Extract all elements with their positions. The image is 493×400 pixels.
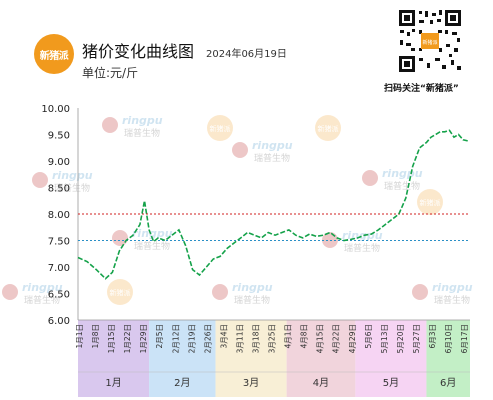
x-tick-label: 1月1日 — [75, 324, 84, 349]
month-band — [215, 320, 287, 397]
x-tick-label: 3月18日 — [252, 324, 261, 353]
month-band — [149, 320, 216, 397]
month-band — [286, 320, 356, 397]
month-labels: 1月 2月 3月 4月 5月 6月 — [105, 377, 456, 389]
y-tick-label: 9.50 — [48, 131, 70, 142]
x-tick-label: 3月11日 — [235, 324, 244, 353]
chart-title: 猪价变化曲线图 — [82, 42, 195, 61]
month-band — [426, 320, 470, 397]
svg-text:ringpu: ringpu — [122, 114, 163, 127]
logo-text: 新猪派 — [39, 50, 69, 62]
x-tick-label: 2月12日 — [171, 324, 180, 353]
x-tick-labels: 1月1日 1月8日 1月15日 1月22日 1月29日 2月5日 2月12日 2月19日 2月2… — [75, 324, 469, 353]
y-tick-label: 10.00 — [41, 104, 70, 115]
badge-watermark: 新猪派 — [107, 279, 133, 305]
svg-text:ringpu: ringpu — [232, 281, 273, 294]
svg-text:ringpu: ringpu — [382, 167, 423, 180]
svg-text:瑞普生物: 瑞普生物 — [254, 152, 290, 164]
month-band — [355, 320, 427, 397]
chart-date: 2024年06月19日 — [206, 49, 287, 60]
svg-text:ringpu: ringpu — [52, 169, 93, 182]
month-label: 3月 — [243, 377, 259, 389]
svg-text:瑞普生物: 瑞普生物 — [434, 294, 470, 306]
x-tick-label: 4月22日 — [332, 324, 341, 353]
qr-center-label: 新猪派 — [422, 39, 437, 46]
y-tick-label: 6.50 — [48, 290, 70, 301]
month-label: 2月 — [174, 377, 190, 389]
svg-text:新猪派: 新猪派 — [420, 198, 441, 207]
month-band — [78, 320, 150, 397]
x-tick-label: 5月13日 — [380, 324, 389, 353]
svg-text:瑞普生物: 瑞普生物 — [134, 240, 170, 252]
unit-label: 单位:元/斤 — [82, 66, 139, 80]
svg-text:新猪派: 新猪派 — [210, 124, 231, 133]
price-series-line — [77, 129, 468, 280]
svg-text:瑞普生物: 瑞普生物 — [24, 294, 60, 306]
x-tick-label: 1月8日 — [91, 324, 100, 349]
svg-text:ringpu: ringpu — [132, 227, 173, 240]
x-tick-label: 3月25日 — [268, 324, 277, 353]
svg-text:瑞普生物: 瑞普生物 — [344, 242, 380, 254]
x-tick-label: 6月17日 — [460, 324, 469, 353]
svg-text:ringpu: ringpu — [22, 281, 63, 294]
x-tick-label: 1月15日 — [107, 324, 116, 353]
svg-text:瑞普生物: 瑞普生物 — [124, 127, 160, 139]
y-tick-labels: 6.00 6.50 7.00 7.50 8.00 8.50 9.00 9.50 10.00 — [41, 104, 70, 327]
qr-code: 新猪派 — [397, 8, 463, 74]
month-label: 6月 — [440, 377, 456, 389]
x-tick-label: 2月19日 — [187, 324, 196, 353]
y-tick-label: 6.00 — [48, 316, 70, 327]
badge-watermark: 新猪派 — [417, 189, 443, 215]
svg-text:ringpu: ringpu — [252, 139, 293, 152]
month-label: 5月 — [383, 377, 399, 389]
x-tick-label: 4月1日 — [284, 324, 293, 349]
x-tick-label: 5月20日 — [396, 324, 405, 353]
x-tick-label: 4月29日 — [348, 324, 357, 353]
x-tick-label: 1月22日 — [123, 324, 132, 353]
y-tick-label: 8.00 — [48, 210, 70, 221]
svg-text:瑞普生物: 瑞普生物 — [54, 182, 90, 194]
x-tick-label: 5月6日 — [364, 324, 373, 349]
qr-caption: 扫码关注“新猪派” — [384, 84, 459, 94]
x-tick-label: 4月8日 — [300, 324, 309, 349]
svg-text:ringpu: ringpu — [432, 281, 473, 294]
y-tick-label: 8.50 — [48, 184, 70, 195]
brand-logo: 新猪派 — [34, 34, 74, 74]
y-tick-label: 9.00 — [48, 157, 70, 168]
x-tick-label: 4月15日 — [316, 324, 325, 353]
x-tick-label: 2月5日 — [155, 324, 164, 349]
y-tick-label: 7.50 — [48, 237, 70, 248]
y-tick-label: 7.00 — [48, 263, 70, 274]
badge-watermark: 新猪派 — [315, 115, 341, 141]
x-tick-label: 2月26日 — [203, 324, 212, 353]
svg-text:新猪派: 新猪派 — [318, 124, 339, 133]
month-label: 4月 — [313, 377, 329, 389]
badge-watermark: 新猪派 — [207, 115, 233, 141]
x-tick-label: 1月29日 — [139, 324, 148, 353]
month-label: 1月 — [105, 377, 121, 389]
month-bands — [78, 320, 470, 397]
reference-lines — [78, 213, 470, 241]
x-tick-label: 6月10日 — [444, 324, 453, 353]
x-tick-label: 3月4日 — [219, 324, 228, 349]
svg-text:新猪派: 新猪派 — [110, 288, 131, 297]
svg-text:瑞普生物: 瑞普生物 — [384, 180, 420, 192]
x-tick-label: 6月3日 — [428, 324, 437, 349]
x-tick-label: 5月27日 — [412, 324, 421, 353]
svg-text:瑞普生物: 瑞普生物 — [234, 294, 270, 306]
watermark-layer: ringpu瑞普生物ringpu瑞普生物ringpu瑞普生物ringpu瑞普生物… — [2, 114, 473, 306]
